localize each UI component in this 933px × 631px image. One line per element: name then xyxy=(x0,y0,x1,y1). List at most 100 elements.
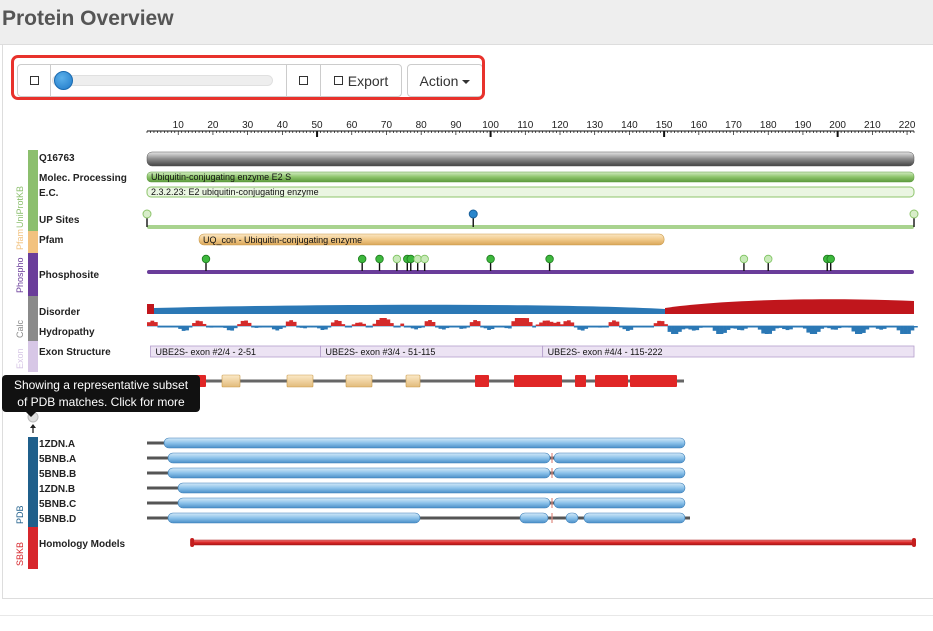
hydropathy-bar xyxy=(410,326,415,329)
pdb-chain-segment[interactable] xyxy=(553,452,686,464)
pdb-row[interactable]: 1ZDN.B xyxy=(39,482,686,495)
category-label-pfam: Pfam xyxy=(15,229,25,250)
hydropathy-bar xyxy=(587,326,592,328)
phosphosite-marker[interactable] xyxy=(406,254,415,264)
hydropathy-bar xyxy=(629,326,634,330)
hydropathy-bar xyxy=(178,326,183,329)
hydropathy-plot[interactable] xyxy=(147,318,918,334)
hydropathy-bar xyxy=(442,326,446,330)
hydropathy-bar xyxy=(622,326,627,330)
pdb-chain-segment[interactable] xyxy=(519,512,549,524)
export-button[interactable]: Export xyxy=(320,64,402,97)
pdb-row-label: 5BNB.C xyxy=(39,499,76,510)
hydropathy-bar xyxy=(743,326,748,329)
phosphosite-marker[interactable] xyxy=(764,254,773,264)
homology-model-bar[interactable] xyxy=(190,538,916,547)
up-site-marker[interactable] xyxy=(468,209,478,219)
hydropathy-bar xyxy=(893,326,897,328)
pdb-chain-segment[interactable] xyxy=(553,497,686,509)
ec-bar[interactable] xyxy=(146,186,915,198)
disorder-disordered-region[interactable] xyxy=(665,299,914,314)
pdb-row-label: 5BNB.D xyxy=(39,514,76,525)
phosphosite-marker[interactable] xyxy=(420,254,429,264)
ruler-tick-label: 10 xyxy=(173,120,185,131)
toolbar-highlight-box xyxy=(11,55,485,100)
hydropathy-bar xyxy=(507,326,512,329)
pdb-chain-segment[interactable] xyxy=(167,467,551,479)
pdb-row[interactable]: 5BNB.A xyxy=(39,452,686,465)
hydropathy-bar xyxy=(431,321,436,326)
checkbox-icon xyxy=(29,76,39,85)
exon-structure[interactable]: UBE2S- exon #2/4 - 2-51 UBE2S- exon #3/4 … xyxy=(150,345,915,358)
hydropathy-bar xyxy=(469,322,474,326)
pdb-row[interactable]: 1ZDN.A xyxy=(39,437,686,450)
pdb-chain-segment[interactable] xyxy=(565,512,579,524)
hydropathy-bar xyxy=(181,326,186,331)
hydropathy-bar xyxy=(306,326,311,328)
disorder-ordered-region[interactable] xyxy=(154,304,665,314)
hydropathy-bar xyxy=(212,326,217,328)
protein-sequence-bar[interactable] xyxy=(146,151,915,167)
hydropathy-bar xyxy=(202,323,207,326)
phosphosite-marker[interactable] xyxy=(545,254,554,264)
phosphosite-marker[interactable] xyxy=(739,254,749,264)
hydropathy-bar xyxy=(327,326,332,328)
up-site-marker[interactable] xyxy=(142,209,152,219)
zoom-slider-track[interactable] xyxy=(52,75,273,86)
export-label: Export xyxy=(347,72,389,89)
phosphosite-marker[interactable] xyxy=(413,254,422,264)
pfam-domain[interactable]: UQ_con - Ubiquitin-conjugating enzyme xyxy=(198,233,665,246)
hydropathy-bar xyxy=(539,322,543,326)
hydropathy-bar xyxy=(490,326,495,330)
homology-bar[interactable] xyxy=(191,539,915,546)
phosphosite-marker[interactable] xyxy=(826,254,835,264)
hydropathy-bar xyxy=(518,318,523,326)
disorder-start-block xyxy=(147,304,154,314)
tooltip-line-1: Showing a representative subset xyxy=(13,378,189,392)
pdb-chain-segment[interactable] xyxy=(167,512,421,524)
pdb-row[interactable]: 5BNB.B xyxy=(39,467,686,480)
category-label-phospho: Phospho xyxy=(15,257,25,293)
hydropathy-bar xyxy=(667,326,672,332)
hydropathy-bar xyxy=(320,326,325,331)
pdb-subset-tooltip[interactable]: Showing a representative subset of PDB m… xyxy=(2,375,200,412)
hydropathy-bar xyxy=(844,326,849,328)
hydropathy-bar xyxy=(605,326,609,328)
gene-structure-row[interactable] xyxy=(150,374,684,388)
hydropathy-bar xyxy=(171,326,176,328)
hydropathy-bar xyxy=(511,321,516,326)
molec-processing-bar[interactable] xyxy=(146,171,915,183)
pfam-domain-bar[interactable] xyxy=(198,233,665,246)
pdb-row[interactable]: 5BNB.D xyxy=(39,512,690,525)
pdb-row[interactable]: 5BNB.C xyxy=(39,497,686,510)
hydropathy-bar xyxy=(233,326,238,329)
hydropathy-bar xyxy=(570,322,575,326)
phosphosite-marker[interactable] xyxy=(357,254,367,264)
hydropathy-bar xyxy=(282,326,287,328)
phosphosite-marker[interactable] xyxy=(392,254,402,264)
hydropathy-bar xyxy=(678,326,682,332)
hydropathy-bar xyxy=(834,326,838,330)
phosphosite-marker[interactable] xyxy=(375,254,384,264)
phosphosite-marker[interactable] xyxy=(201,254,211,264)
second-checkbox-button[interactable] xyxy=(286,64,321,97)
hydropathy-bar xyxy=(726,326,731,330)
hydropathy-bar xyxy=(206,326,210,328)
action-dropdown-button[interactable]: Action xyxy=(407,64,483,97)
hydropathy-bar xyxy=(153,322,158,326)
pdb-chain-segment[interactable] xyxy=(553,467,686,479)
pdb-chain-segment[interactable] xyxy=(177,482,686,494)
hydropathy-bar xyxy=(851,326,856,332)
pdb-structures: 1ZDN.A 5BNB.A 5BNB.B 1ZDN.B 5BNB.C 5BNB.D xyxy=(39,437,690,525)
up-site-marker[interactable] xyxy=(909,209,919,219)
pdb-chain-segment[interactable] xyxy=(163,437,686,449)
zoom-slider-handle[interactable] xyxy=(54,71,73,90)
pdb-chain-segment[interactable] xyxy=(177,497,551,509)
hydropathy-bar xyxy=(664,324,668,326)
pdb-chain-segment[interactable] xyxy=(167,452,551,464)
exon-segment[interactable] xyxy=(542,345,915,358)
hydropathy-bar xyxy=(226,326,231,331)
hydropathy-bar xyxy=(879,326,884,330)
phosphosite-marker[interactable] xyxy=(486,254,495,264)
pdb-chain-segment[interactable] xyxy=(583,512,686,524)
